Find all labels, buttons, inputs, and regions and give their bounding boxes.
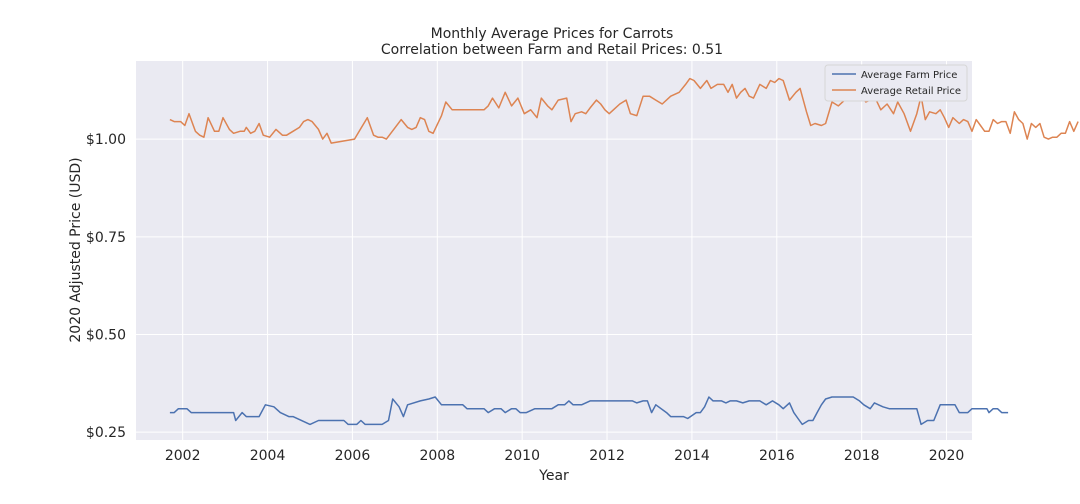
legend-label-retail: Average Retail Price <box>861 86 961 97</box>
x-axis-ticks: 2002 2004 2006 2008 2010 2012 2014 2016 2018 2020 <box>165 448 964 464</box>
chart-subtitle: Correlation between Farm and Retail Pric… <box>381 42 723 58</box>
y-tick-label: $0.50 <box>86 328 126 344</box>
legend: Average Farm Price Average Retail Price <box>824 64 968 102</box>
y-tick-label: $0.75 <box>86 230 126 246</box>
retail-price-line <box>169 77 1079 144</box>
y-axis-ticks: $0.25 $0.50 $0.75 $1.00 <box>86 132 126 441</box>
grid-lines <box>136 61 972 440</box>
series-lines <box>169 77 1079 426</box>
legend-box <box>824 64 968 102</box>
x-tick-label: 2012 <box>589 448 625 464</box>
x-tick-label: 2006 <box>335 448 371 464</box>
x-axis-label: Year <box>538 468 569 484</box>
x-tick-label: 2002 <box>165 448 201 464</box>
x-tick-label: 2010 <box>504 448 540 464</box>
legend-label-farm: Average Farm Price <box>861 70 957 81</box>
chart-title: Monthly Average Prices for Carrots <box>431 26 674 42</box>
x-tick-label: 2016 <box>759 448 795 464</box>
x-tick-label: 2014 <box>674 448 710 464</box>
x-tick-label: 2004 <box>250 448 286 464</box>
y-axis-label: 2020 Adjusted Price (USD) <box>68 157 84 342</box>
x-tick-label: 2018 <box>844 448 880 464</box>
x-tick-label: 2020 <box>929 448 965 464</box>
plot-area <box>136 61 972 440</box>
y-tick-label: $0.25 <box>86 425 126 441</box>
x-tick-label: 2008 <box>419 448 455 464</box>
y-tick-label: $1.00 <box>86 132 126 148</box>
farm-price-line <box>169 396 1009 426</box>
